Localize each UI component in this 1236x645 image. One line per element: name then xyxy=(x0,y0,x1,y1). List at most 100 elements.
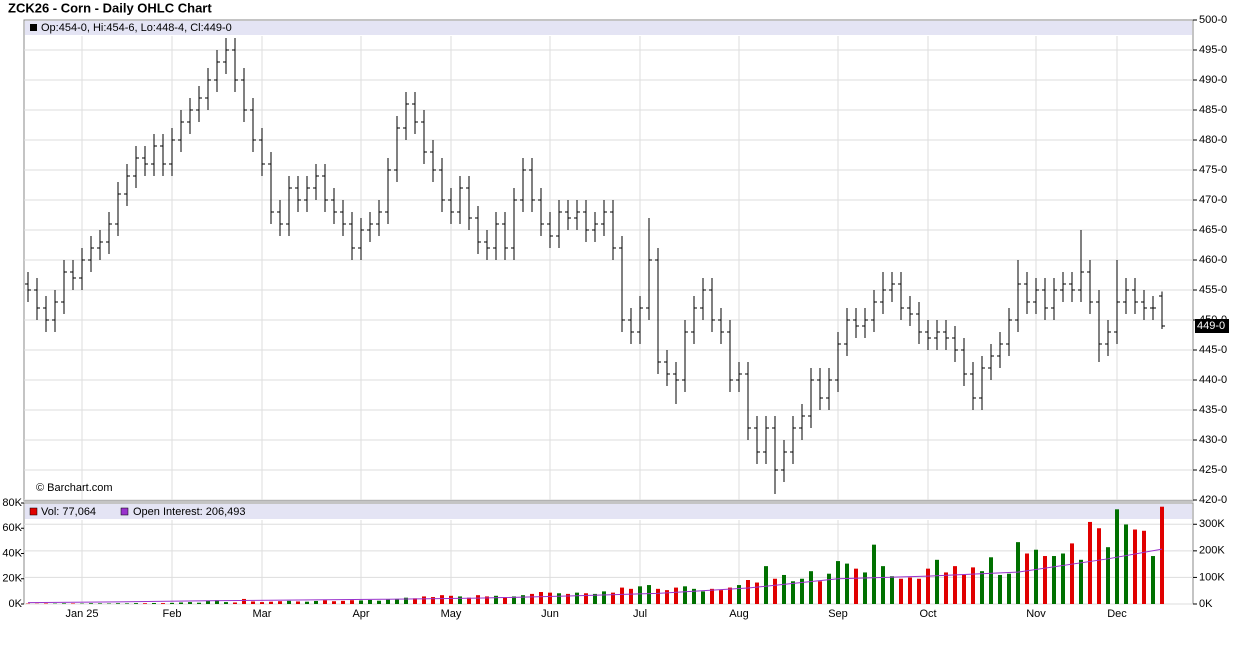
volume-bar xyxy=(1160,506,1164,604)
volume-bar xyxy=(908,577,912,604)
volume-bar xyxy=(998,574,1002,604)
oi-line xyxy=(27,548,1163,604)
volume-bar xyxy=(431,597,435,604)
volume-bar xyxy=(548,592,552,604)
volume-bar xyxy=(746,580,750,604)
volume-bar xyxy=(449,595,453,604)
volume-bar xyxy=(1052,556,1056,604)
volume-bar xyxy=(224,602,228,604)
volume-bar xyxy=(944,572,948,604)
volume-bar xyxy=(602,591,606,604)
volume-bar xyxy=(341,600,345,604)
volume-bar xyxy=(152,602,156,604)
x-tick-label: Jan 25 xyxy=(65,608,98,620)
volume-bar xyxy=(962,574,966,604)
y-tick-label: 445-0 xyxy=(1199,344,1227,356)
volume-bar xyxy=(620,587,624,604)
y-tick-label: 20K xyxy=(2,573,22,585)
volume-bar xyxy=(890,576,894,604)
oi-legend-swatch xyxy=(120,507,129,516)
volume-bar xyxy=(737,585,741,604)
y2-tick-label: 300K xyxy=(1199,518,1225,530)
y-tick-label: 460-0 xyxy=(1199,254,1227,266)
volume-bar xyxy=(575,592,579,604)
volume-bar xyxy=(260,602,264,604)
volume-bar xyxy=(233,602,237,604)
y2-tick-label: 200K xyxy=(1199,545,1225,557)
price-legend-swatch xyxy=(30,24,37,31)
y-tick-label: 455-0 xyxy=(1199,284,1227,296)
volume-bar xyxy=(728,587,732,604)
y-tick-label: 485-0 xyxy=(1199,104,1227,116)
volume-bar xyxy=(719,590,723,604)
volume-bar xyxy=(530,593,534,604)
volume-bar xyxy=(1016,542,1020,604)
x-tick-label: Dec xyxy=(1107,608,1127,620)
volume-bar xyxy=(134,603,138,604)
volume-bar xyxy=(989,557,993,604)
volume-bar xyxy=(296,601,300,604)
volume-bar xyxy=(350,600,354,604)
y2-tick-label: 0K xyxy=(1199,598,1213,610)
y-tick-label: 0K xyxy=(9,598,23,610)
volume-bar xyxy=(440,595,444,604)
last-price-box xyxy=(1195,319,1229,333)
volume-bar xyxy=(836,561,840,604)
volume-bar xyxy=(1097,528,1101,604)
volume-bar xyxy=(971,567,975,604)
x-tick-label: Mar xyxy=(253,608,272,620)
volume-bar xyxy=(917,578,921,604)
volume-bar xyxy=(818,581,822,604)
volume-bar xyxy=(512,596,516,604)
volume-bar xyxy=(1088,521,1092,604)
volume-bar xyxy=(62,603,66,604)
volume-bar xyxy=(1079,559,1083,604)
y-tick-label: 430-0 xyxy=(1199,434,1227,446)
volume-bar xyxy=(701,591,705,604)
volume-bar xyxy=(1151,556,1155,604)
volume-bar xyxy=(386,599,390,604)
volume-bar xyxy=(287,600,291,604)
volume-bar xyxy=(1133,529,1137,604)
volume-bar xyxy=(881,566,885,604)
volume-bar xyxy=(485,596,489,604)
volume-bar xyxy=(197,602,201,604)
volume-bar xyxy=(674,587,678,604)
volume-bar xyxy=(1043,556,1047,604)
x-tick-label: Sep xyxy=(828,608,848,620)
volume-bar xyxy=(593,593,597,604)
volume-bar xyxy=(71,603,75,604)
volume-bar xyxy=(935,559,939,604)
volume-bar xyxy=(629,588,633,604)
x-tick-label: Aug xyxy=(729,608,749,620)
y-tick-label: 80K xyxy=(2,497,22,509)
chart-title: ZCK26 - Corn - Daily OHLC Chart xyxy=(8,0,212,15)
volume-bar xyxy=(206,600,210,604)
volume-legend: Vol: 77,064 xyxy=(41,506,96,518)
volume-bar xyxy=(332,601,336,604)
volume-bar xyxy=(791,581,795,604)
volume-bar xyxy=(170,602,174,604)
volume-bar xyxy=(467,597,471,604)
volume-bar xyxy=(1142,530,1146,604)
volume-bar xyxy=(314,600,318,604)
volume-bar xyxy=(269,601,273,604)
volume-bar xyxy=(1007,573,1011,604)
volume-bar xyxy=(584,593,588,604)
volume-bar xyxy=(647,585,651,604)
price-legend: Op:454-0, Hi:454-6, Lo:448-4, Cl:449-0 xyxy=(41,22,232,34)
volume-bar xyxy=(1106,547,1110,604)
price-legend-band xyxy=(25,21,1192,35)
volume-bar xyxy=(179,602,183,604)
volume-bar xyxy=(242,598,246,604)
y-tick-label: 470-0 xyxy=(1199,194,1227,206)
volume-bar xyxy=(404,597,408,604)
volume-bar xyxy=(1061,553,1065,604)
volume-bar xyxy=(161,603,165,604)
volume-bar xyxy=(638,586,642,604)
y-tick-label: 495-0 xyxy=(1199,44,1227,56)
volume-bar xyxy=(476,595,480,604)
volume-bar xyxy=(782,574,786,604)
oi-legend: Open Interest: 206,493 xyxy=(133,506,246,518)
volume-bar xyxy=(323,600,327,604)
